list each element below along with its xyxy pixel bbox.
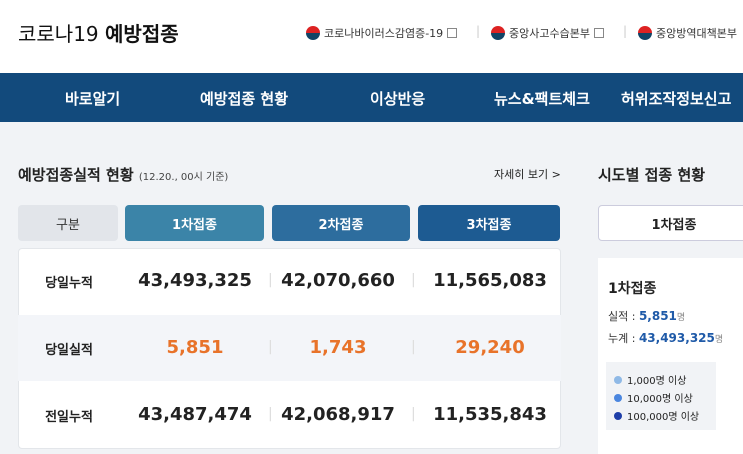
section-title: 예방접종실적 현황 (12.20., 00시 기준) bbox=[18, 164, 228, 185]
swatch bbox=[614, 411, 622, 420]
nav-item[interactable]: 뉴스&팩트체크 bbox=[494, 90, 590, 108]
separator: | bbox=[476, 24, 481, 38]
more-link[interactable]: 자세히 보기 > bbox=[494, 168, 561, 181]
swatch bbox=[614, 375, 622, 384]
value: 43,493,325 bbox=[638, 331, 715, 345]
separator: | bbox=[623, 24, 628, 38]
unit: 명 bbox=[714, 335, 724, 345]
legend-text: 1,000명 이상 bbox=[627, 376, 687, 387]
row-label: 당일실적 bbox=[45, 343, 93, 358]
icon bbox=[638, 26, 652, 40]
cell: 42,070,660 bbox=[281, 270, 395, 291]
divider: | bbox=[268, 272, 273, 288]
cell: 42,068,917 bbox=[281, 404, 395, 425]
header-cell: 구분 bbox=[18, 205, 118, 241]
swatch bbox=[614, 393, 622, 402]
panel-title: 1차접종 bbox=[608, 281, 657, 297]
title-bold: 예방접종 bbox=[105, 22, 179, 46]
cell: 43,487,474 bbox=[138, 404, 252, 425]
divider: | bbox=[268, 339, 273, 355]
link[interactable]: 코로나바이러스감염증-19 bbox=[306, 25, 458, 41]
divider: | bbox=[411, 406, 416, 422]
legend-text: 100,000명 이상 bbox=[627, 412, 700, 423]
cell: 11,535,843 bbox=[433, 404, 547, 425]
cell: 5,851 bbox=[166, 337, 224, 358]
row-label: 전일누적 bbox=[45, 410, 93, 425]
legend bbox=[606, 362, 716, 430]
site-title[interactable]: 코로나19 예방접종 bbox=[18, 18, 179, 47]
basis: (12.20., 00시 기준) bbox=[138, 172, 229, 183]
label: 누계 : bbox=[608, 332, 636, 345]
tab[interactable]: 3차접종 bbox=[418, 205, 560, 241]
legend-item: 10,000명 이상 bbox=[614, 390, 693, 405]
new-window-icon bbox=[593, 28, 604, 38]
tab[interactable]: 2차접종 bbox=[272, 205, 410, 241]
divider: | bbox=[411, 339, 416, 355]
daily: 실적 : 5,851명 bbox=[608, 308, 685, 324]
row-label: 당일누적 bbox=[45, 276, 93, 291]
region-title: 시도별 접종 현황 bbox=[598, 166, 706, 184]
legend-text: 10,000명 이상 bbox=[627, 394, 693, 405]
cell: 1,743 bbox=[309, 337, 367, 358]
label: 실적 : bbox=[608, 310, 636, 323]
unit: 명 bbox=[676, 313, 686, 323]
total: 누계 : 43,493,325명 bbox=[608, 330, 723, 346]
legend-item: 100,000명 이상 bbox=[614, 408, 699, 423]
header bbox=[0, 0, 743, 73]
cell: 43,493,325 bbox=[138, 270, 252, 291]
divider: | bbox=[268, 406, 273, 422]
nav-bar bbox=[0, 73, 743, 122]
link-text: 중앙사고수습본부 bbox=[509, 27, 590, 40]
icon bbox=[306, 26, 320, 40]
divider: | bbox=[411, 272, 416, 288]
link[interactable]: 중앙사고수습본부 bbox=[491, 25, 604, 41]
icon bbox=[491, 26, 505, 40]
link-text: 코로나바이러스감염증-19 bbox=[324, 27, 444, 40]
region-tab[interactable]: 1차접종 bbox=[598, 205, 743, 241]
link-text: 중앙방역대책본부 bbox=[656, 27, 737, 40]
new-window-icon bbox=[447, 28, 458, 38]
link[interactable]: 중앙방역대책본부 bbox=[638, 25, 737, 41]
nav-item[interactable]: 허위조작정보신고 bbox=[621, 90, 732, 108]
tab[interactable]: 1차접종 bbox=[125, 205, 264, 241]
value: 5,851 bbox=[638, 309, 677, 323]
nav-item[interactable]: 예방접종 현황 bbox=[200, 90, 289, 108]
cell: 11,565,083 bbox=[433, 270, 547, 291]
legend-item: 1,000명 이상 bbox=[614, 372, 686, 387]
title-text: 예방접종실적 현황 bbox=[18, 166, 134, 184]
row-bg bbox=[18, 315, 561, 381]
title-main: 코로나19 bbox=[18, 22, 99, 46]
cell: 29,240 bbox=[455, 337, 525, 358]
nav-item[interactable]: 바로알기 bbox=[65, 90, 121, 108]
nav-item[interactable]: 이상반응 bbox=[370, 90, 426, 108]
